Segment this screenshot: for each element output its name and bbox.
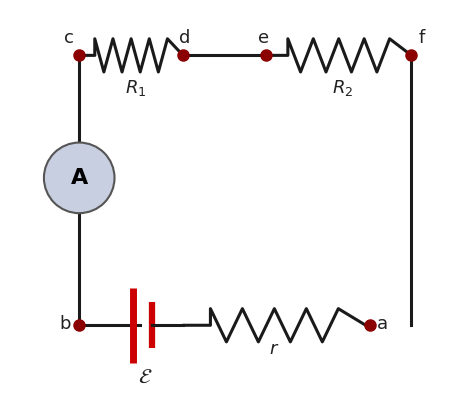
Text: a: a <box>377 316 388 334</box>
Text: $r$: $r$ <box>269 340 280 358</box>
Text: A: A <box>71 168 88 188</box>
Text: d: d <box>180 29 191 47</box>
Text: c: c <box>64 29 74 47</box>
Text: e: e <box>258 29 270 47</box>
Text: f: f <box>419 29 425 47</box>
Circle shape <box>44 143 115 213</box>
Text: $R_1$: $R_1$ <box>125 78 146 98</box>
Text: $R_2$: $R_2$ <box>332 78 354 98</box>
Text: b: b <box>59 316 71 334</box>
Text: $\mathcal{E}$: $\mathcal{E}$ <box>138 367 153 387</box>
